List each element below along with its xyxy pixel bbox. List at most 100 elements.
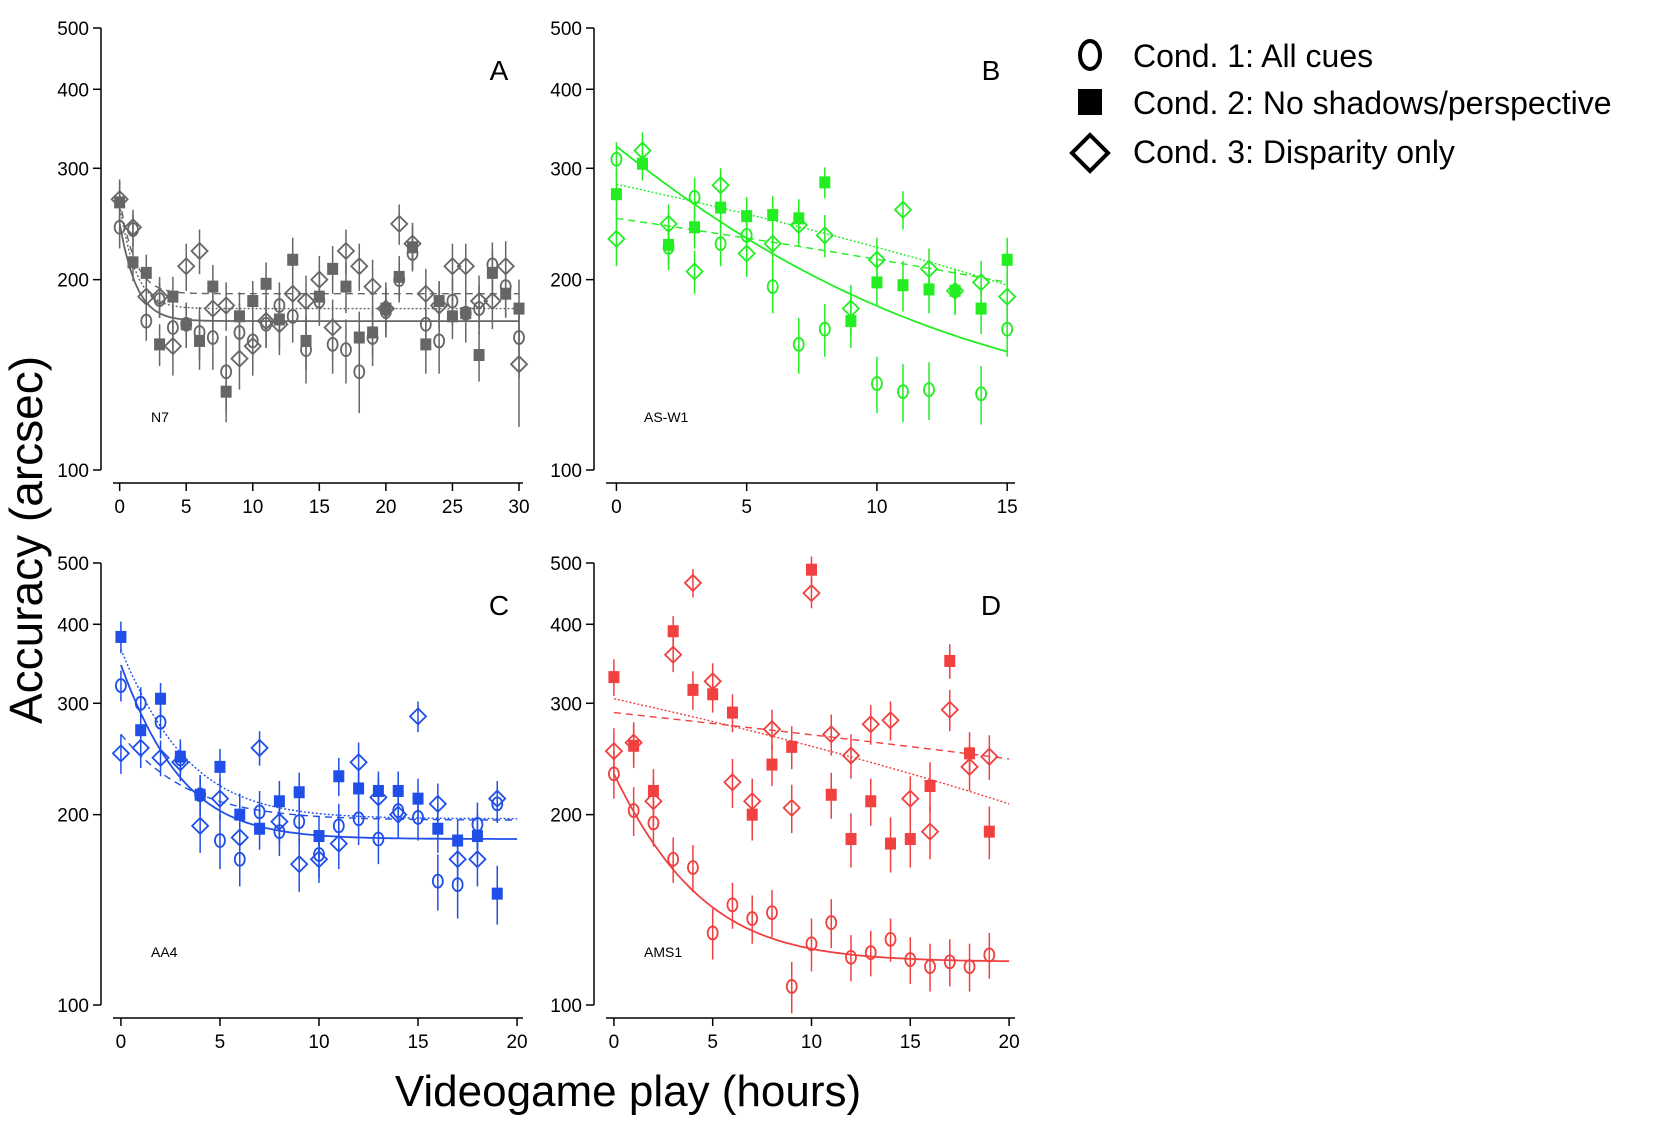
data-point-cond-2 — [885, 837, 897, 850]
data-point-cond-2 — [247, 295, 259, 308]
data-point-cond-2 — [287, 253, 299, 266]
x-tick-label: 0 — [116, 1032, 127, 1053]
data-point-cond-1 — [154, 714, 167, 730]
data-point-cond-3 — [633, 141, 652, 160]
legend-marker-circle — [1078, 39, 1102, 71]
data-point-cond-3 — [111, 744, 131, 763]
data-point-cond-2 — [367, 326, 379, 339]
data-point-cond-1 — [688, 189, 701, 205]
data-point-cond-3 — [363, 277, 382, 296]
panel-c: 100 200 300 400 500 0 5 10 15 20 C AA4 — [57, 554, 527, 1053]
y-tick-label: 500 — [57, 19, 89, 40]
data-point-cond-3 — [893, 200, 913, 219]
data-point-cond-3 — [483, 291, 502, 311]
data-point-cond-3 — [408, 707, 428, 726]
data-point-cond-2 — [687, 683, 699, 696]
y-tick-label: 100 — [550, 461, 582, 482]
data-point-cond-3 — [789, 215, 809, 235]
data-point-cond-2 — [726, 706, 738, 719]
data-point-cond-1 — [134, 695, 147, 711]
data-point-cond-3 — [509, 354, 529, 374]
legend-marker-diamond — [1069, 132, 1111, 174]
data-point-cond-3 — [336, 241, 356, 261]
data-point-cond-2 — [194, 788, 206, 801]
data-point-cond-2 — [741, 210, 753, 223]
y-tick-label: 200 — [550, 806, 582, 827]
data-point-cond-3 — [971, 273, 991, 292]
data-point-cond-3 — [762, 719, 782, 739]
panel-a: 100 200 300 400 500 0 5 10 15 20 25 30 A N7 — [57, 19, 529, 518]
data-point-cond-1 — [864, 945, 877, 961]
data-point-cond-2 — [610, 188, 622, 201]
data-point-cond-3 — [137, 287, 156, 306]
data-point-cond-3 — [429, 296, 449, 315]
data-point-cond-2 — [154, 338, 166, 351]
data-point-cond-3 — [841, 746, 861, 765]
legend-label-cond-3: Cond. 3: Disparity only — [1133, 134, 1455, 170]
y-tick-label: 500 — [57, 554, 89, 575]
data-point-cond-1 — [884, 931, 897, 947]
data-point-cond-3 — [443, 256, 462, 276]
data-point-cond-3 — [919, 259, 939, 279]
x-tick-label: 10 — [308, 1032, 329, 1053]
data-point-cond-3 — [742, 791, 762, 811]
data-point-cond-1 — [627, 803, 640, 818]
data-point-cond-3 — [190, 241, 209, 261]
data-point-cond-1 — [746, 911, 759, 926]
data-point-cond-3 — [210, 789, 230, 808]
subject-label: N7 — [151, 409, 169, 425]
data-point-cond-1 — [792, 336, 805, 352]
data-point-cond-1 — [983, 947, 996, 963]
data-point-cond-2 — [194, 334, 206, 347]
data-point-cond-2 — [944, 654, 956, 667]
data-point-cond-3 — [683, 573, 703, 593]
data-point-cond-2 — [127, 256, 139, 269]
data-point-cond-1 — [1001, 321, 1014, 337]
y-tick-label: 200 — [57, 806, 89, 827]
data-point-cond-3 — [163, 336, 183, 356]
data-point-cond-2 — [897, 279, 909, 292]
y-tick-label: 400 — [57, 80, 89, 101]
data-point-cond-3 — [388, 805, 408, 824]
x-tick-label: 10 — [242, 497, 263, 518]
data-point-cond-2 — [491, 887, 503, 900]
subject-label: AS-W1 — [644, 409, 689, 425]
data-point-cond-1 — [904, 952, 917, 967]
data-point-cond-1 — [352, 811, 365, 827]
data-point-cond-1 — [706, 925, 719, 941]
data-point-cond-2 — [260, 277, 272, 290]
data-point-cond-3 — [624, 733, 643, 752]
fit-line-cond-2 — [616, 183, 1008, 286]
subject-label: AA4 — [151, 944, 178, 960]
data-point-cond-3 — [469, 291, 489, 311]
x-tick-label: 15 — [900, 1032, 921, 1053]
data-point-cond-1 — [372, 831, 385, 847]
data-point-cond-3 — [270, 315, 289, 334]
data-point-cond-2 — [233, 310, 245, 323]
data-point-cond-3 — [468, 850, 487, 869]
data-point-cond-2 — [115, 630, 127, 643]
data-point-cond-1 — [785, 979, 798, 994]
fit-line-cond-3 — [616, 217, 1008, 284]
data-point-cond-3 — [416, 284, 436, 304]
x-tick-label: 10 — [801, 1032, 822, 1053]
data-point-cond-2 — [392, 784, 404, 797]
y-tick-label: 400 — [550, 80, 582, 101]
data-point-cond-3 — [289, 854, 309, 874]
data-point-cond-3 — [428, 794, 448, 814]
data-point-cond-1 — [963, 959, 976, 975]
data-point-cond-2 — [865, 795, 877, 808]
data-point-cond-3 — [131, 738, 151, 758]
data-point-cond-3 — [310, 270, 329, 289]
y-tick-label: 500 — [550, 554, 582, 575]
data-point-cond-1 — [845, 949, 857, 965]
data-point-cond-1 — [214, 833, 226, 848]
x-tick-label: 20 — [375, 497, 396, 518]
data-point-cond-3 — [456, 256, 476, 276]
y-axis-label: Accuracy (arcsec) — [0, 356, 52, 724]
x-tick-label: 0 — [611, 497, 622, 518]
y-tick-label: 400 — [57, 615, 89, 636]
x-tick-label: 5 — [741, 497, 752, 518]
data-point-cond-3 — [841, 299, 861, 318]
